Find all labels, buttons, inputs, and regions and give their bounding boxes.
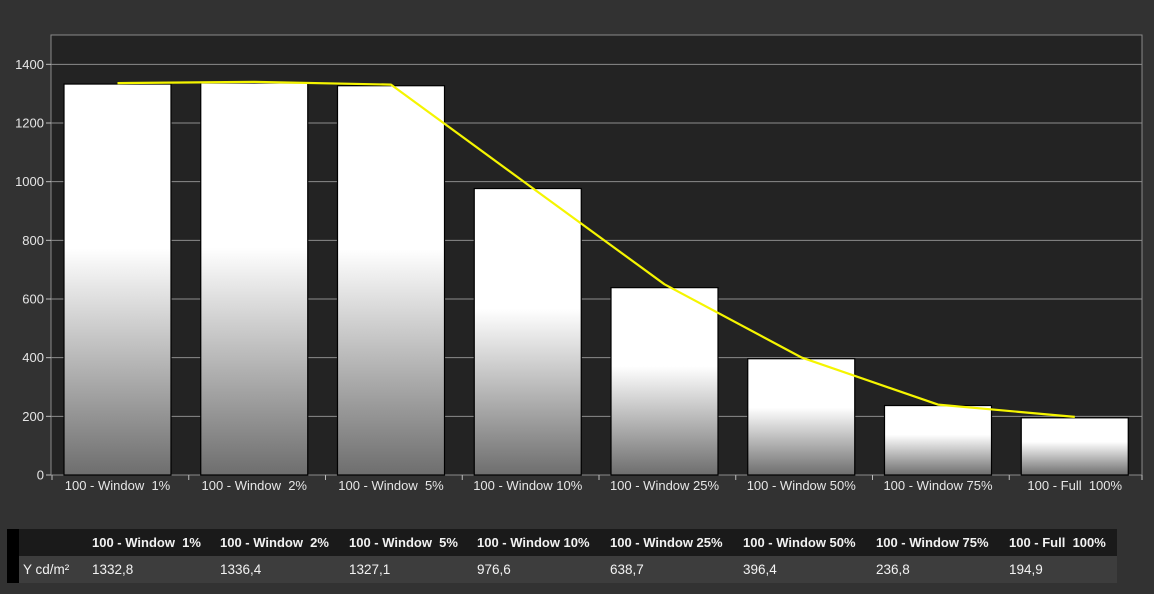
y-tick-label: 800 [22,233,44,248]
table-header-cell: 100 - Window 2% [220,535,329,550]
table-value-cell: 1327,1 [349,562,391,577]
bar [610,287,719,476]
table-header-cell: 100 - Full 100% [1009,535,1106,550]
table-header-cell: 100 - Window 75% [876,535,989,550]
table-value-cell: 976,6 [477,562,511,577]
table-value-cell: 236,8 [876,562,910,577]
table-header-cell: 100 - Window 10% [477,535,590,550]
y-tick-label: 600 [22,292,44,307]
x-tick-label: 100 - Full 100% [1027,478,1122,493]
table-value-cell: 1332,8 [92,562,134,577]
x-tick-label: 100 - Window 10% [473,478,583,493]
y-tick-label: 1000 [15,174,44,189]
table-value-row: Y cd/m² 1332,8 1336,4 1327,1 976,6 638,7… [7,556,1117,583]
bar [1020,417,1129,476]
x-tick-label: 100 - Window 2% [202,478,308,493]
x-tick-label: 100 - Window 75% [883,478,993,493]
luminance-bar-chart: 0 200 400 600 800 1000 1200 1400 100 - Window 1… [15,34,1143,493]
bars [63,82,1129,476]
bar [336,85,446,476]
table-header-cell: 100 - Window 50% [743,535,856,550]
bar [63,83,172,476]
value-stub [7,556,19,583]
x-tick-label: 100 - Window 1% [65,478,171,493]
table-header-cell: 100 - Window 5% [349,535,458,550]
bar [200,82,309,476]
header-stub [7,529,19,556]
x-tick-label: 100 - Window 25% [610,478,720,493]
y-tick-label: 200 [22,409,44,424]
table-header-cell: 100 - Window 1% [92,535,201,550]
y-tick-label: 1200 [15,116,44,131]
y-tick-label: 400 [22,350,44,365]
table-value-cell: 638,7 [610,562,644,577]
table-header-row: 100 - Window 1% 100 - Window 2% 100 - Wi… [7,529,1117,556]
table-value-cell: 1336,4 [220,562,262,577]
y-tick-label: 1400 [15,57,44,72]
table-value-cell: 396,4 [743,562,777,577]
x-axis-ticks: 100 - Window 1% 100 - Window 2% 100 - Wind… [51,475,1143,493]
trend-line [117,80,1075,418]
table-value-cell: 194,9 [1009,562,1043,577]
table-header-cell: 100 - Window 25% [610,535,723,550]
trend-line-path [117,80,1075,418]
measurement-table: 100 - Window 1% 100 - Window 2% 100 - Wi… [7,529,1117,583]
bar [747,358,856,476]
x-tick-label: 100 - Window 50% [747,478,857,493]
y-tick-label: 0 [37,468,44,483]
y-axis-ticks: 0 200 400 600 800 1000 1200 1400 [15,57,51,483]
bar [883,404,993,476]
row-label: Y cd/m² [23,562,70,577]
bar [473,187,582,476]
x-tick-label: 100 - Window 5% [338,478,444,493]
